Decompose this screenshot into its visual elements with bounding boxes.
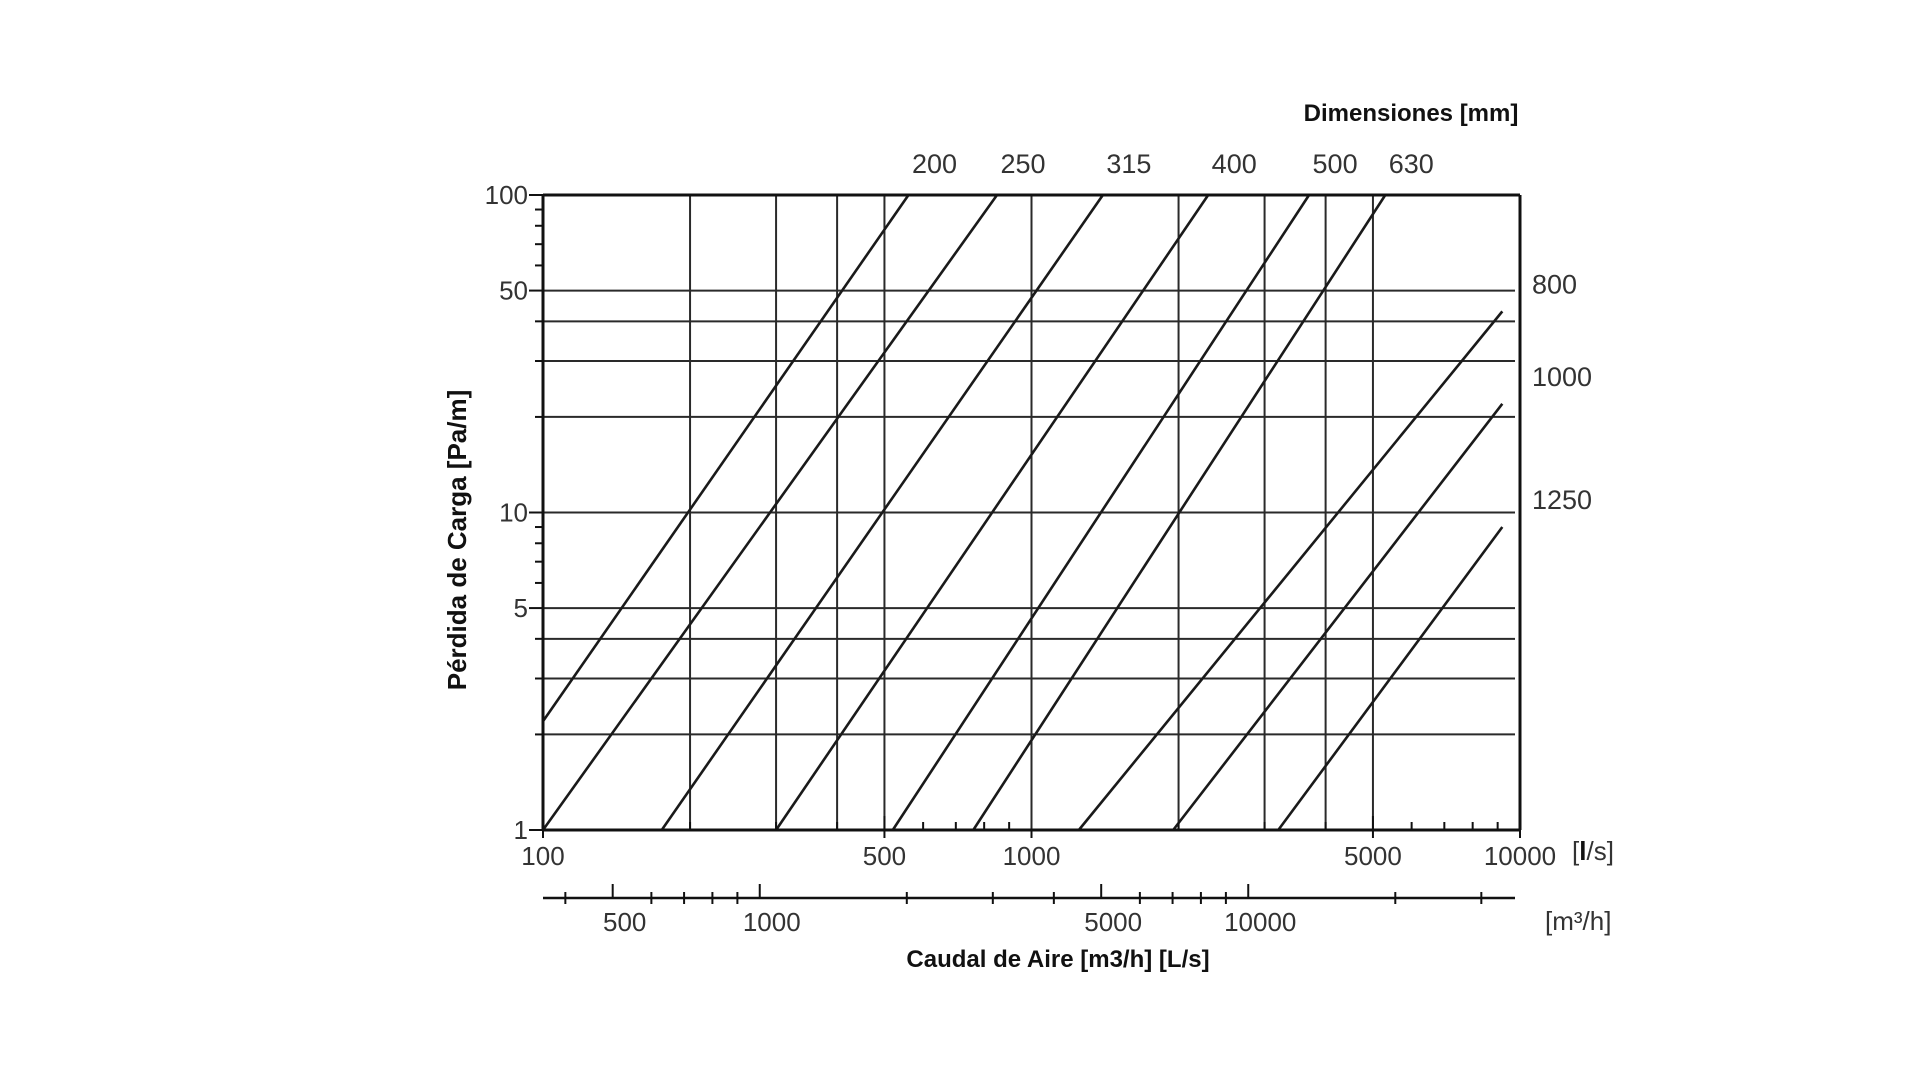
series-line-1000 [1172, 402, 1504, 831]
series-line-630 [972, 194, 1387, 831]
chart-title: Dimensiones [mm] [1304, 100, 1519, 127]
series-label-1000: 1000 [1532, 362, 1592, 392]
x2-tick-label: 500 [603, 907, 646, 937]
series-line-1250 [1277, 526, 1504, 831]
x-tick-label: 500 [863, 841, 906, 871]
series-label-1250: 1250 [1532, 485, 1592, 515]
x-tick-label: 10000 [1484, 841, 1556, 871]
series-label-800: 800 [1532, 269, 1577, 299]
y-tick-label: 5 [514, 593, 528, 623]
series-line-500 [891, 194, 1311, 831]
axes [529, 193, 1522, 904]
series-label-500: 500 [1313, 149, 1358, 179]
y-tick-label: 100 [485, 180, 528, 210]
x-unit-label: [l/s] [1572, 836, 1614, 866]
series-label-315: 315 [1106, 149, 1151, 179]
series-label-630: 630 [1389, 149, 1434, 179]
y-tick-label: 10 [499, 498, 528, 528]
labels: 1 5 10 50 100 100 500 1000 5000 10000 500 1000 5000 1… [485, 149, 1592, 937]
x2-tick-label: 10000 [1224, 907, 1296, 937]
series-line-400 [774, 194, 1210, 831]
series-lines [541, 194, 1504, 831]
x-tick-label: 5000 [1344, 841, 1402, 871]
x-tick-label: 100 [521, 841, 564, 871]
x2-unit-label: [m³/h] [1545, 906, 1611, 936]
y-axis-title: Pérdida de Carga [Pa/m] [442, 390, 472, 691]
x-axis-title: Caudal de Aire [m3/h] [L/s] [906, 946, 1209, 973]
x2-tick-label: 1000 [743, 907, 801, 937]
y-tick-label: 1 [514, 815, 528, 845]
series-line-250 [541, 194, 999, 831]
series-label-400: 400 [1212, 149, 1257, 179]
series-line-315 [660, 194, 1104, 831]
x2-tick-label: 5000 [1084, 907, 1142, 937]
x-tick-label: 1000 [1003, 841, 1061, 871]
y-tick-label: 50 [499, 276, 528, 306]
series-label-250: 250 [1000, 149, 1045, 179]
series-line-800 [1077, 310, 1504, 831]
series-line-200 [541, 194, 910, 723]
series-label-200: 200 [912, 149, 957, 179]
grid [543, 195, 1515, 830]
